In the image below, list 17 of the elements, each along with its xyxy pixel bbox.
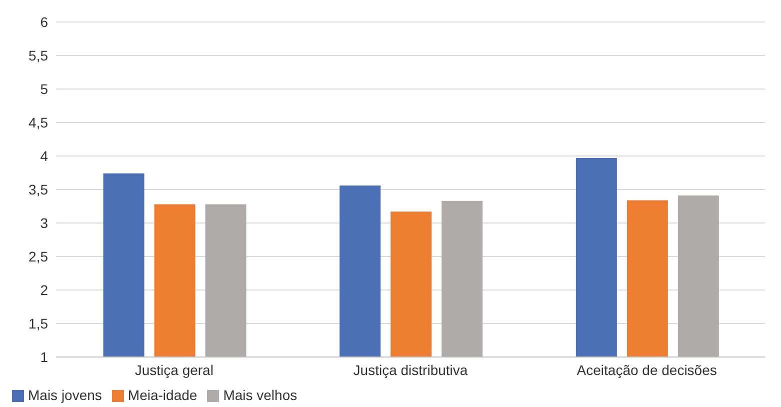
- x-tick-label: Aceitação de decisões: [576, 362, 717, 378]
- legend-label: Mais velhos: [223, 387, 298, 403]
- x-tick-label: Justiça geral: [134, 362, 214, 378]
- y-tick-label: 2: [40, 282, 48, 298]
- y-tick-label: 4,5: [28, 114, 48, 130]
- y-tick-label: 4: [40, 148, 48, 164]
- y-tick-label: 3: [40, 214, 48, 231]
- x-tick-label: Justiça distributiva: [353, 362, 468, 378]
- y-tick-label: 2,5: [28, 248, 48, 264]
- y-tick-label: 1: [40, 348, 48, 365]
- y-tick-label: 3,5: [28, 181, 48, 198]
- y-tick-label: 6: [40, 14, 48, 30]
- y-tick-label: 1,5: [28, 315, 48, 332]
- legend-label: Meia-idade: [128, 387, 198, 403]
- y-tick-label: 5: [40, 80, 48, 97]
- y-tick-label: 5,5: [28, 47, 48, 64]
- legend-label: Mais jovens: [28, 387, 102, 403]
